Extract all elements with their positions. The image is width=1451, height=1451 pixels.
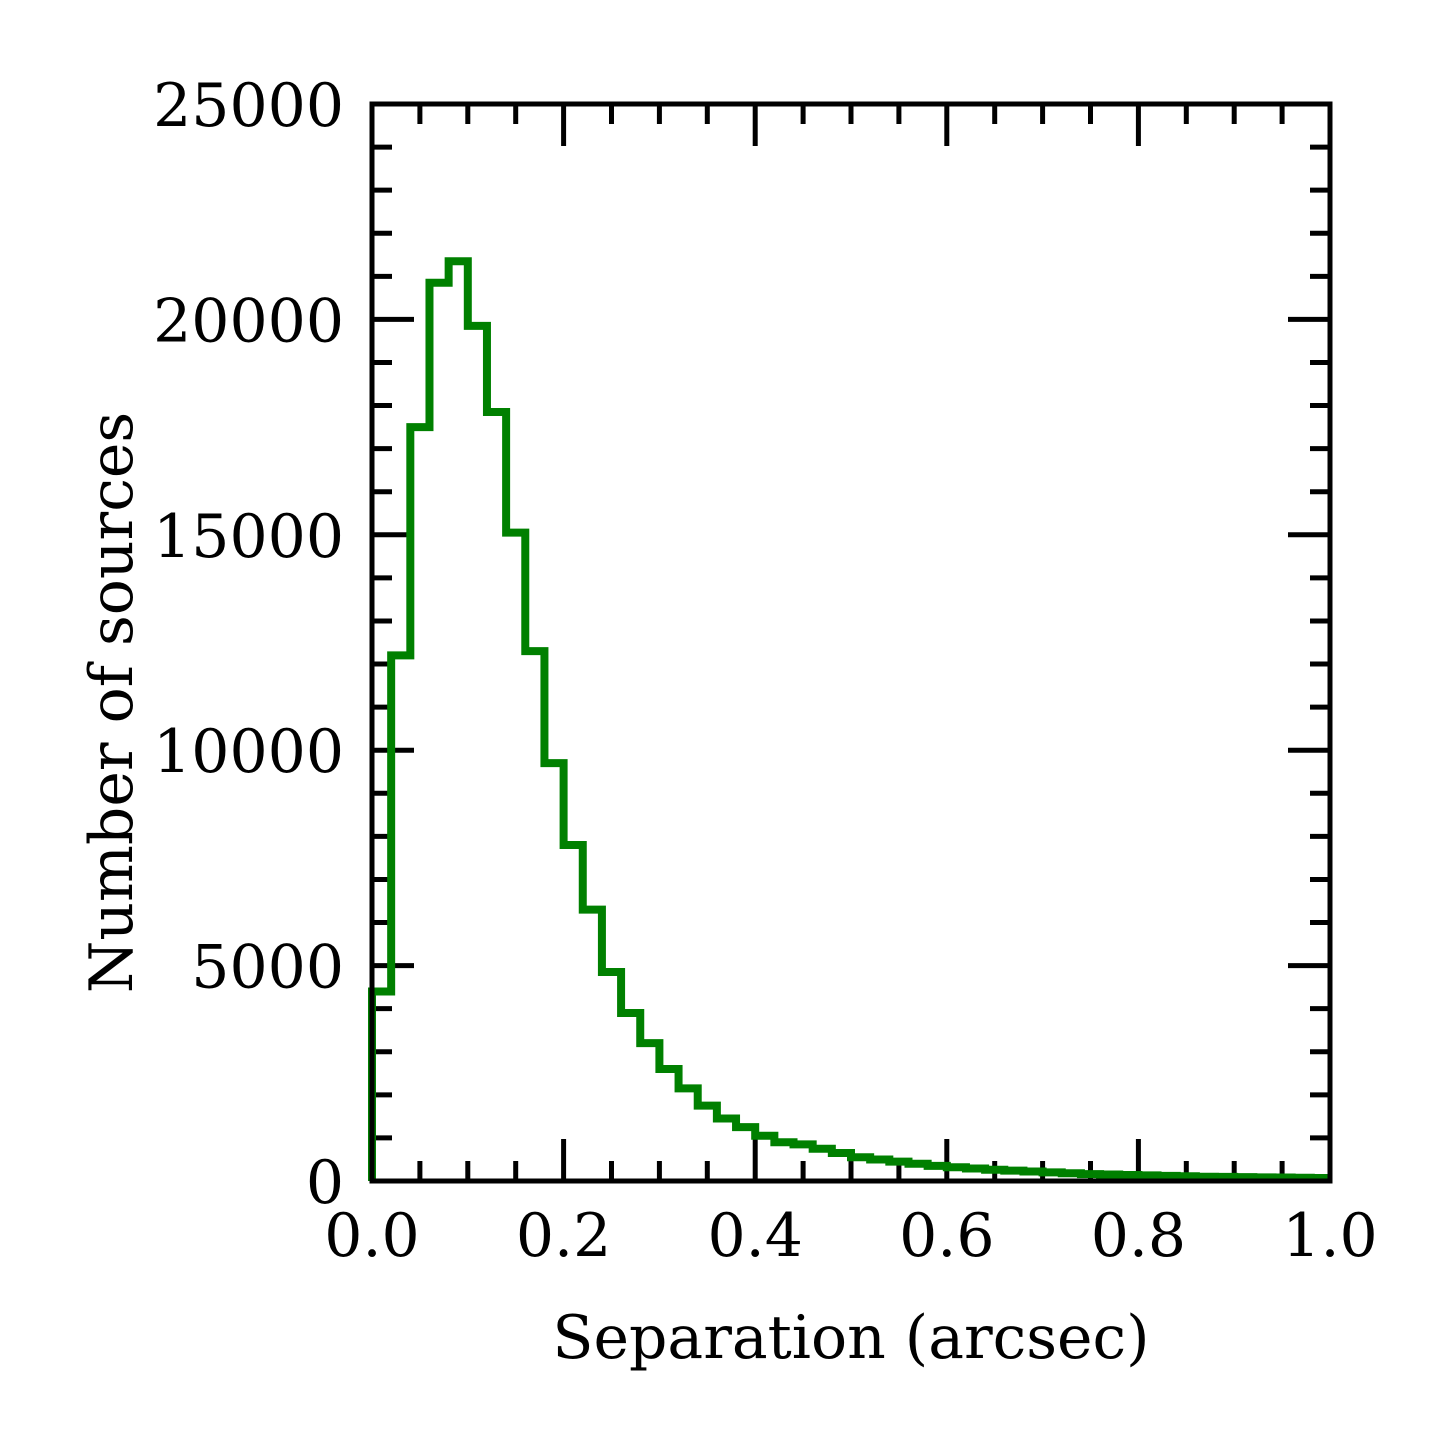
y-tick-label: 20000 [153, 286, 344, 356]
plot-frame [369, 101, 1333, 1184]
x-tick-label: 0.4 [707, 1201, 802, 1271]
y-axis-label: Number of sources [77, 412, 147, 993]
y-tick-label: 0 [306, 1148, 344, 1218]
y-tick-label: 25000 [153, 71, 344, 141]
x-tick-label: 0.0 [324, 1201, 419, 1271]
axis-ticks [369, 101, 1333, 1184]
x-tick-label: 0.2 [516, 1201, 611, 1271]
x-tick-label: 0.8 [1091, 1201, 1186, 1271]
x-tick-label: 0.6 [899, 1201, 994, 1271]
x-axis-label: Separation (arcsec) [552, 1303, 1149, 1373]
x-tick-label: 1.0 [1282, 1201, 1377, 1271]
y-tick-label: 10000 [153, 717, 344, 787]
y-tick-label: 5000 [191, 933, 344, 1003]
tick-labels: 0.0 0.2 0.4 0.6 0.8 1.0 0 5000 10000 15000 20000 25… [153, 71, 1378, 1271]
histogram-series-line [368, 257, 1330, 1182]
y-tick-label: 15000 [153, 502, 344, 572]
